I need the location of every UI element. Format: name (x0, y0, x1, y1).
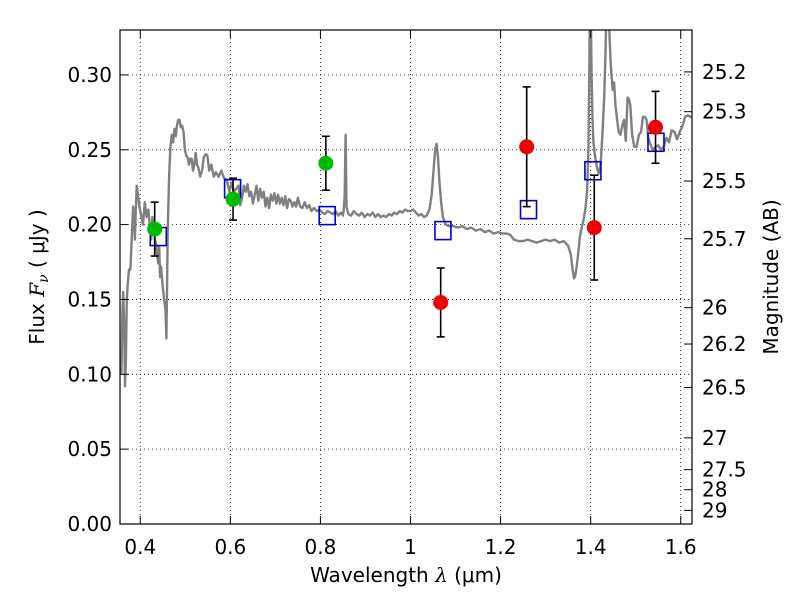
right-axis-tick-label: 28 (702, 478, 727, 502)
data-point (147, 221, 163, 237)
y-axis-label-suffix: ( μJy ) (25, 209, 49, 274)
x-tick-label: 1.4 (575, 535, 607, 559)
spectrum-line (120, 30, 692, 388)
x-tick-label: 1.2 (485, 535, 517, 559)
x-axis-label: Wavelength λ (μm) (310, 563, 502, 587)
data-point (648, 119, 664, 135)
x-tick-label: 0.6 (214, 535, 246, 559)
y-tick-label: 0.05 (67, 437, 112, 461)
y-tick-label: 0.25 (67, 138, 112, 162)
right-axis-tick-label: 26 (702, 296, 727, 320)
x-tick-label: 1 (404, 535, 417, 559)
x-tick-label: 0.8 (305, 535, 337, 559)
model-box-marker (584, 160, 602, 181)
y-tick-label: 0.10 (67, 362, 112, 386)
y-tick-label: 0.30 (67, 63, 112, 87)
right-axis-tick-label: 26.5 (702, 375, 747, 399)
data-point (433, 294, 449, 310)
data-point (225, 191, 241, 207)
x-tick-label: 0.4 (124, 535, 156, 559)
data-point (318, 155, 334, 171)
right-axis-tick-label: 27 (702, 426, 727, 450)
data-point (586, 220, 602, 236)
right-axis-tick-label: 26.2 (702, 332, 747, 356)
y-tick-label: 0.15 (67, 287, 112, 311)
data-point (519, 139, 535, 155)
plot-frame (119, 29, 693, 525)
right-axis-tick-label: 25.5 (702, 169, 747, 193)
right-axis-tick-label: 25.3 (702, 100, 747, 124)
tick-layer: 0.4 0.6 0.8 1 1.2 1.4 1.6 0.00 0.05 0.10 0.15 0.20 0… (67, 30, 747, 559)
right-axis-tick-label: 27.5 (702, 458, 747, 482)
marker-layer (147, 86, 665, 338)
right-axis-tick-label: 25.2 (702, 60, 747, 84)
series-layer (120, 30, 692, 388)
model-box-marker (519, 199, 538, 220)
right-axis-label: Magnitude (AB) (759, 199, 783, 354)
y-tick-label: 0.00 (67, 512, 112, 536)
right-axis-tick-label: 29 (702, 498, 727, 522)
x-axis-label-symbol: λ (434, 563, 448, 587)
grid (120, 30, 692, 524)
x-axis-label-prefix: Wavelength (310, 563, 435, 587)
model-box-marker (318, 205, 336, 226)
model-box-marker (434, 220, 452, 241)
y-axis-label-prefix: Flux (25, 297, 49, 345)
right-axis-tick-label: 25.7 (702, 227, 747, 251)
x-axis-label-suffix: (μm) (448, 563, 502, 587)
y-tick-label: 0.20 (67, 213, 112, 237)
x-tick-label: 1.6 (665, 535, 697, 559)
y-axis-label: Flux Fν ( μJy ) (25, 209, 52, 344)
y-axis-label-symbol: F (25, 282, 49, 298)
y-axis-label-subscript: ν (36, 274, 52, 283)
